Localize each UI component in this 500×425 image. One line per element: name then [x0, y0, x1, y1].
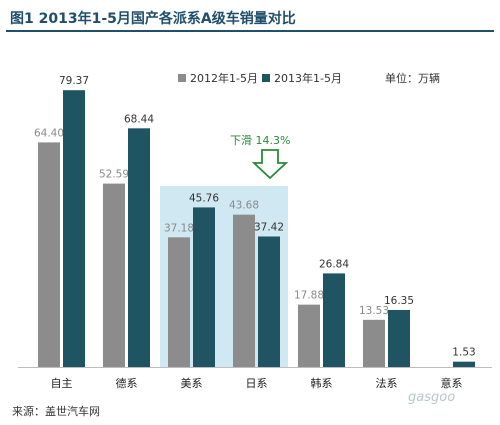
value-label: 68.44 [124, 113, 154, 125]
legend-label-2013: 2013年1-5月 [274, 72, 342, 85]
chart-title: 图1 2013年1-5月国产各派系A级车销量对比 [10, 11, 296, 27]
value-label: 26.84 [319, 258, 349, 270]
title-rule [6, 30, 494, 32]
bar-2012-0 [38, 142, 60, 367]
x-tick-label: 意系 [441, 376, 463, 390]
unit-label: 单位：万辆 [385, 72, 440, 85]
bar-2013-1 [128, 128, 150, 367]
legend-item-2012: 2012年1-5月 [178, 70, 258, 86]
x-tick-label: 法系 [376, 376, 398, 390]
value-label: 79.37 [59, 75, 89, 87]
value-label: 37.42 [254, 221, 284, 233]
watermark-logo: gasgoo [408, 390, 456, 405]
value-label: 52.59 [99, 169, 129, 181]
bar-2013-4 [323, 273, 345, 367]
value-label: 16.35 [384, 295, 414, 307]
x-tick-label: 美系 [181, 377, 203, 390]
down-arrow-icon [251, 149, 289, 180]
legend-item-2013: 2013年1-5月 [262, 70, 342, 86]
legend-swatch-2012 [178, 74, 186, 82]
x-tick-label: 自主 [51, 377, 73, 390]
bar-2013-6 [453, 361, 475, 367]
x-tick-label: 日系 [246, 377, 268, 390]
value-label: 13.53 [359, 305, 389, 317]
bar-2012-3 [233, 214, 255, 367]
value-label: 43.68 [229, 200, 259, 212]
value-label: 1.53 [452, 347, 475, 359]
value-label: 37.18 [164, 222, 194, 234]
bar-2012-2 [168, 237, 190, 367]
value-label: 64.40 [34, 127, 64, 139]
decline-annotation: 下滑 14.3% [230, 134, 291, 147]
x-tick-label: 韩系 [311, 376, 333, 390]
value-label: 45.76 [189, 192, 219, 204]
x-tick-label: 德系 [116, 376, 138, 390]
bar-2013-0 [63, 90, 85, 367]
bar-2012-4 [298, 304, 320, 367]
source-note: 来源：盖世汽车网 [12, 405, 100, 418]
legend-label-2012: 2012年1-5月 [190, 72, 258, 85]
legend-swatch-2013 [262, 74, 270, 82]
bar-2013-5 [388, 309, 410, 367]
bar-2013-2 [193, 207, 215, 367]
value-label: 17.88 [294, 290, 324, 302]
bar-2012-5 [363, 319, 385, 367]
bar-2013-3 [258, 236, 280, 367]
bar-2012-1 [103, 183, 125, 367]
